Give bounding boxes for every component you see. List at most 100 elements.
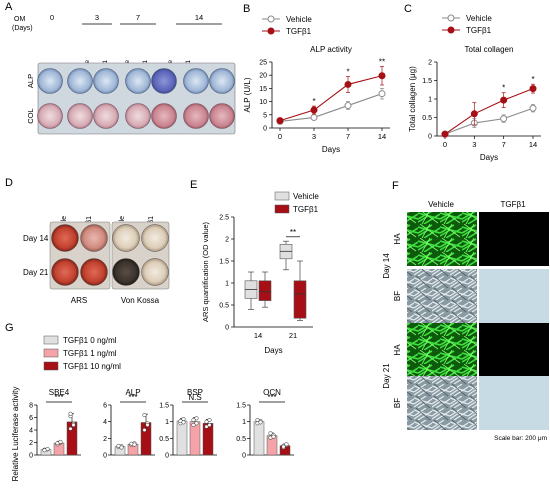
data-dot	[191, 422, 196, 428]
row-label: HA	[393, 233, 402, 245]
legend-label: TGFβ1 1 ng/ml	[63, 349, 117, 358]
y-tick-label: 0.5	[219, 303, 229, 310]
bf-image-vehicle	[407, 269, 477, 323]
data-dot	[42, 448, 47, 453]
series-line	[279, 75, 383, 122]
panel-letter-a: A	[5, 1, 13, 13]
day-label: Day 14	[382, 253, 391, 279]
box	[293, 280, 307, 319]
column-label-vehicle: Vehicle	[428, 200, 454, 209]
data-point	[529, 85, 537, 93]
alp-well	[37, 68, 63, 94]
series-line	[444, 88, 534, 135]
data-dot	[132, 442, 137, 447]
y-tick-label: 0	[165, 453, 169, 460]
x-tick-label: 7	[502, 140, 506, 149]
data-point	[470, 110, 478, 118]
data-dot	[71, 422, 76, 428]
data-dot	[142, 427, 147, 433]
col-well	[209, 103, 235, 129]
stain-well	[141, 258, 169, 286]
significance-marker: **	[379, 57, 385, 66]
y-tick-label: 0	[103, 453, 107, 460]
data-dot	[68, 411, 73, 416]
panel-letter-g: G	[5, 322, 14, 334]
data-dot	[207, 422, 212, 428]
stain-label-vonkossa: Von Kossa	[121, 296, 160, 305]
data-dot	[119, 445, 124, 450]
day-group-label: 7	[136, 13, 140, 22]
significance-marker: **	[290, 228, 296, 237]
alp-well	[93, 68, 119, 94]
significance-marker: *	[312, 97, 315, 106]
y-tick-label: 2	[29, 440, 33, 447]
data-point	[344, 80, 352, 88]
y-tick-label: 1.5	[159, 403, 169, 410]
om-label: OM	[14, 16, 25, 23]
significance-marker: N.S	[188, 393, 201, 402]
legend-label: TGFβ1 0 ng/ml	[63, 336, 117, 345]
y-tick-label: 0	[29, 453, 33, 460]
x-tick-label: 14	[529, 140, 537, 149]
days-label: (Days)	[12, 25, 33, 32]
data-dot	[68, 426, 73, 431]
subplot-title: BSP	[187, 388, 203, 397]
panel-letter-f: F	[392, 180, 399, 192]
legend-label: TGFβ1	[293, 205, 319, 214]
y-axis-label: ARS quantification (OD value)	[201, 221, 210, 322]
data-dot	[194, 421, 199, 426]
legend-marker	[447, 26, 455, 34]
data-dot	[116, 443, 121, 448]
bar	[253, 421, 265, 456]
x-tick-label: 21	[289, 331, 297, 340]
legend-marker	[267, 27, 275, 35]
y-axis-label: Total collagen (μg)	[408, 66, 417, 132]
data-dot	[204, 424, 209, 429]
y-tick-label: 15	[259, 86, 267, 93]
alp-well	[151, 68, 177, 94]
y-tick-label: 0.5	[159, 436, 169, 443]
chart-g-bsp: BSP 0 0.5 1 1.5 N.S	[159, 388, 217, 460]
y-tick-label: 0	[263, 126, 267, 133]
col-well	[183, 103, 209, 129]
significance-marker: *	[531, 75, 534, 84]
chart-b: ALP activity 0 5 10 15 20 25 0 3 7 14 Days ALP (U/L)…	[243, 15, 390, 154]
stain-well	[51, 224, 79, 252]
col-well	[151, 103, 177, 129]
data-point	[310, 106, 318, 114]
stain-well	[51, 258, 79, 286]
legend-swatch	[43, 348, 59, 358]
data-point	[529, 104, 537, 112]
data-dot	[58, 439, 63, 444]
significance-marker: ***	[54, 393, 63, 402]
col-well	[125, 103, 151, 129]
day-group-label: 14	[195, 13, 203, 22]
col-well	[37, 103, 63, 129]
bf-image-tgf	[479, 269, 549, 323]
chart-g-sbe4: SBE4 0 2 4 6 8 ***	[29, 388, 81, 460]
chart-g-alp: ALP 0 2 4 6 ***	[103, 388, 155, 460]
data-point	[500, 96, 508, 104]
alp-well	[209, 68, 235, 94]
significance-marker: *	[502, 84, 505, 93]
subplot-title: SBE4	[49, 388, 70, 397]
x-tick-label: 14	[254, 331, 262, 340]
x-axis-label: Days	[322, 145, 340, 154]
row-label: HA	[393, 344, 402, 356]
y-tick-label: 2	[103, 436, 107, 443]
data-dot	[258, 420, 263, 425]
y-tick-label: 0	[428, 134, 432, 141]
row-label: BF	[393, 291, 402, 301]
stain-well	[141, 224, 169, 252]
y-tick-label: 6	[103, 403, 107, 410]
ha-image-tgf	[479, 212, 549, 266]
y-tick-label: 1	[225, 281, 229, 288]
panel-letter-d: D	[5, 177, 13, 189]
chart-c: Total collagen 0 0.5 1 1.5 2 0 3 7 14 Days Total co…	[408, 14, 541, 162]
x-axis-label: Days	[480, 153, 498, 162]
alp-well	[183, 68, 209, 94]
data-dot	[194, 416, 199, 421]
legend-swatch	[274, 204, 290, 214]
legend-swatch	[43, 361, 59, 371]
